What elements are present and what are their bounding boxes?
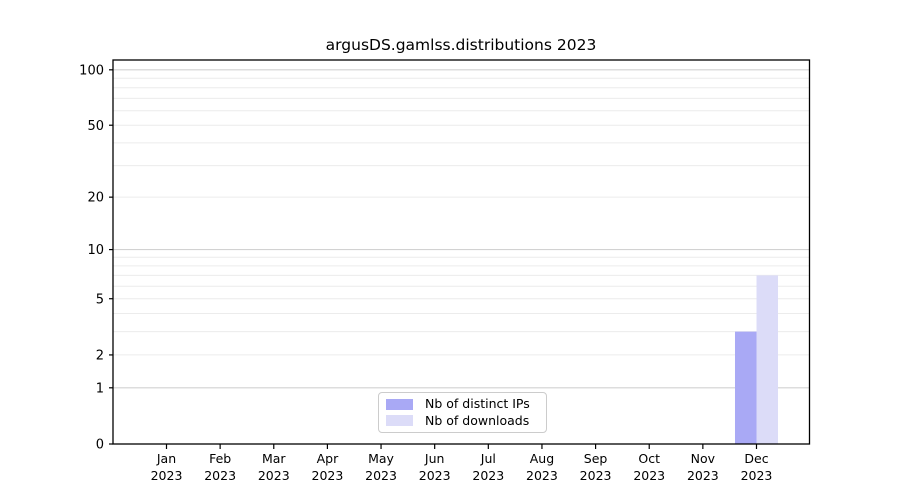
x-tick-label-year: 2023 — [580, 468, 612, 483]
x-tick-label-year: 2023 — [365, 468, 397, 483]
x-tick-label-month: Sep — [584, 451, 608, 466]
legend-item-downloads: Nb of downloads — [386, 412, 539, 428]
legend: Nb of distinct IPs Nb of downloads — [378, 392, 547, 433]
x-tick-label-year: 2023 — [419, 468, 451, 483]
x-tick-label-month: Apr — [317, 451, 339, 466]
x-tick-label-year: 2023 — [258, 468, 290, 483]
y-tick-label: 1 — [96, 381, 104, 396]
bar-nb-of-distinct-ips-dec — [734, 331, 757, 444]
y-tick-label: 5 — [96, 292, 104, 307]
x-tick-label-year: 2023 — [472, 468, 504, 483]
legend-swatch-distinct-ips — [386, 398, 413, 410]
legend-swatch-downloads — [386, 415, 413, 427]
y-tick-label: 50 — [87, 119, 104, 134]
x-tick-label-month: Jan — [156, 451, 176, 466]
x-tick-label-month: Aug — [530, 451, 554, 466]
x-tick-label-year: 2023 — [312, 468, 344, 483]
x-tick-label-month: Dec — [744, 451, 768, 466]
x-tick-label-month: Mar — [262, 451, 286, 466]
x-tick-label-month: Feb — [209, 451, 231, 466]
x-tick-label-year: 2023 — [526, 468, 558, 483]
chart-title: argusDS.gamlss.distributions 2023 — [325, 36, 597, 54]
bar-nb-of-downloads-dec — [756, 275, 778, 444]
x-tick-label-month: Nov — [691, 451, 716, 466]
legend-item-distinct-ips: Nb of distinct IPs — [386, 396, 539, 411]
y-tick-label: 100 — [79, 63, 104, 78]
y-tick-label: 2 — [96, 348, 104, 363]
x-tick-label-year: 2023 — [204, 468, 236, 483]
plot-border — [112, 59, 811, 445]
x-tick-label-month: Oct — [638, 451, 660, 466]
x-tick-label-month: Jul — [480, 451, 496, 466]
x-tick-label-month: Jun — [424, 451, 445, 466]
x-tick-label-year: 2023 — [633, 468, 665, 483]
x-tick-label-year: 2023 — [151, 468, 183, 483]
x-tick-label-month: May — [368, 451, 394, 466]
y-tick-label: 10 — [87, 243, 104, 258]
legend-label-distinct-ips: Nb of distinct IPs — [425, 396, 530, 411]
y-tick-label: 0 — [96, 438, 104, 453]
x-tick-label-year: 2023 — [687, 468, 719, 483]
y-tick-label: 20 — [87, 191, 104, 206]
legend-label-downloads: Nb of downloads — [425, 412, 530, 428]
x-tick-label-year: 2023 — [741, 468, 773, 483]
